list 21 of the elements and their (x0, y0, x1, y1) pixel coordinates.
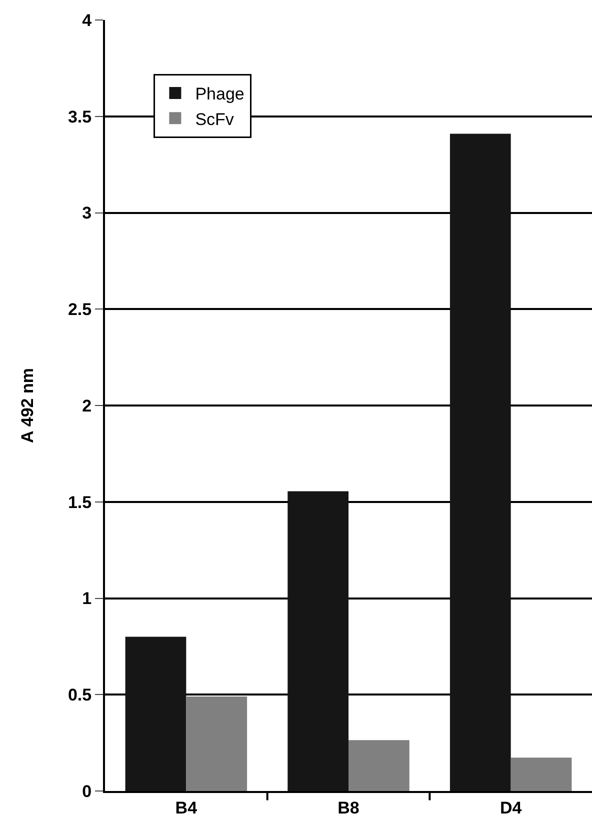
y-tick-label: 1 (82, 589, 92, 608)
x-tick-label: D4 (500, 798, 522, 818)
bar (450, 134, 511, 791)
y-tick-label: 0 (82, 782, 92, 801)
bar (186, 696, 248, 791)
y-axis-title: A 492 nm (18, 368, 38, 443)
x-tick-label: B4 (175, 798, 198, 818)
legend-label: ScFv (195, 110, 234, 129)
y-tick-label: 0.5 (68, 686, 92, 705)
y-tick-label: 2 (82, 396, 92, 416)
y-tick-label: 3 (82, 204, 92, 223)
y-tick-label: 3.5 (68, 107, 92, 126)
bar (510, 758, 572, 791)
x-tick-label: B8 (338, 798, 360, 818)
bar (125, 636, 186, 791)
bar (348, 740, 410, 791)
legend-label: Phage (195, 84, 244, 104)
y-tick-label: 1.5 (68, 492, 92, 512)
y-tick-label: 4 (82, 10, 92, 30)
y-tick-label: 2.5 (68, 300, 92, 320)
bar (288, 491, 348, 791)
